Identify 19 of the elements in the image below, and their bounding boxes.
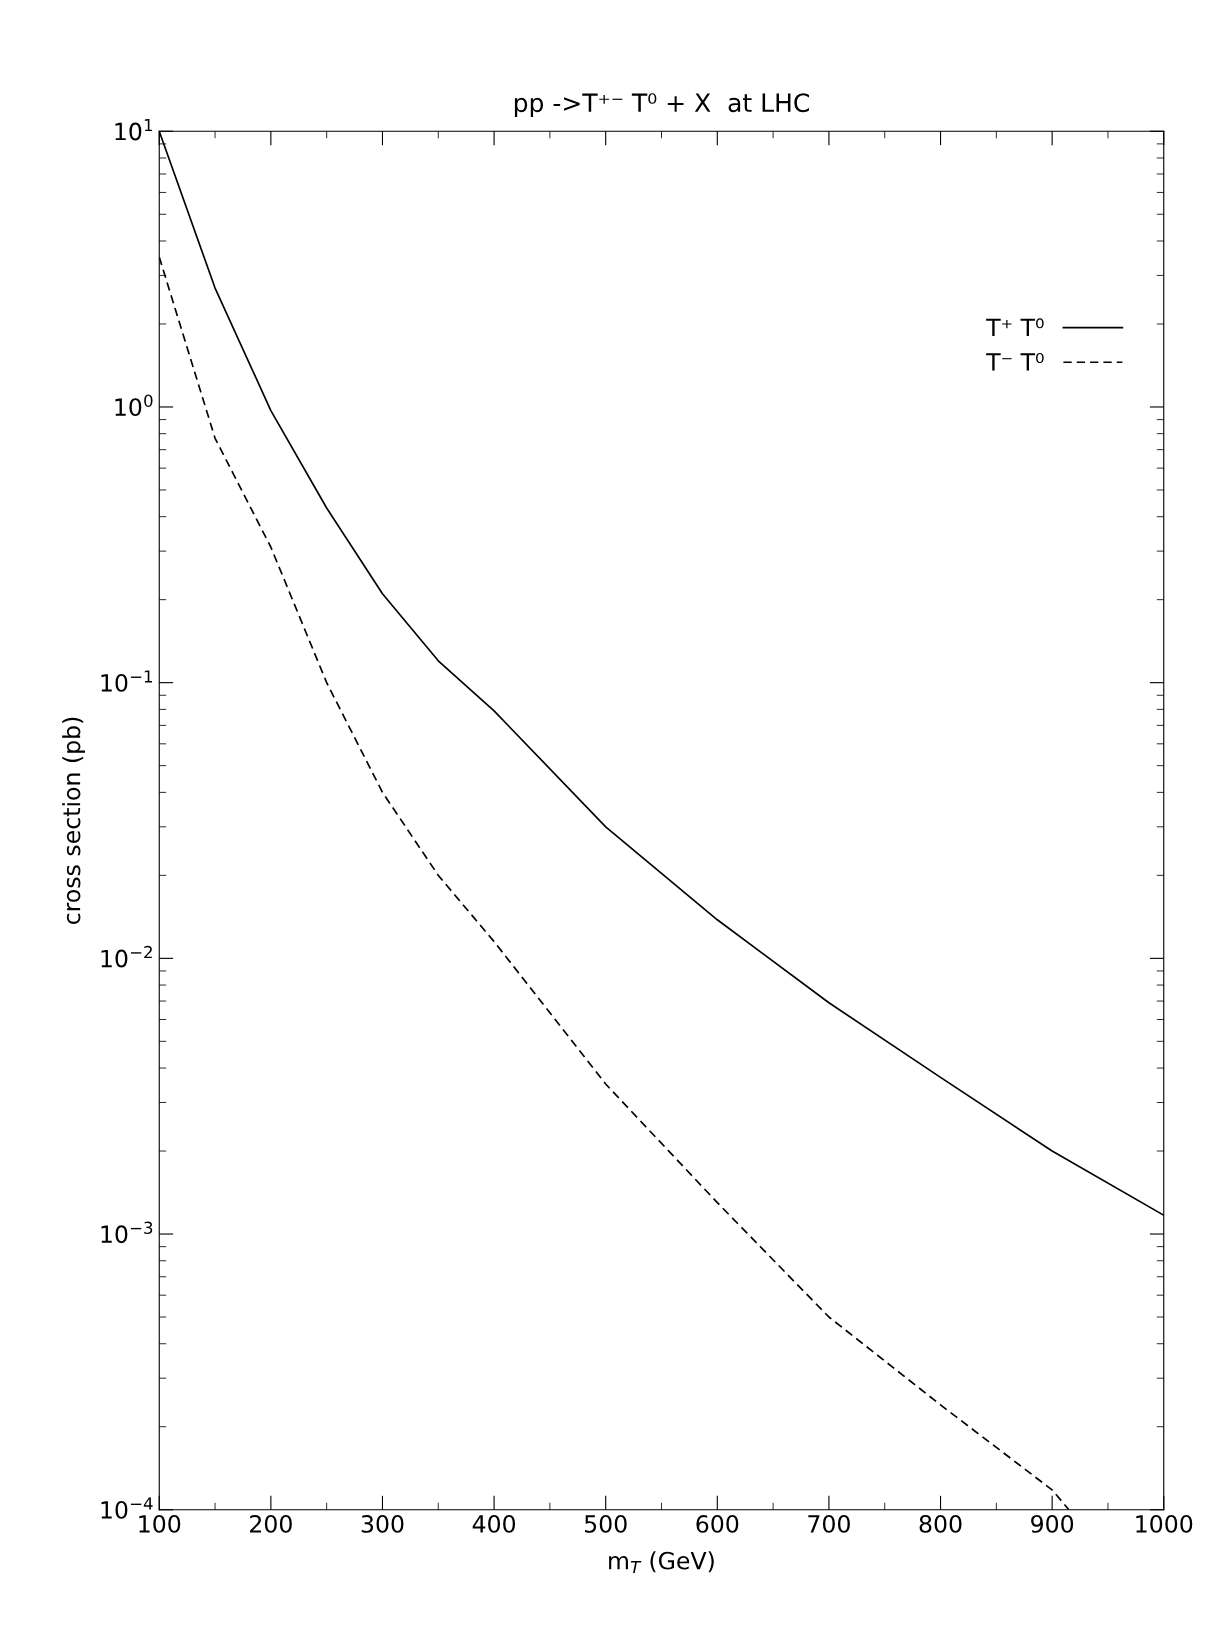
- x-tick-label: 700: [808, 1515, 850, 1533]
- x-tick-label: 1000: [1136, 1515, 1193, 1533]
- y-tick-label: 10$^{−2}$: [101, 945, 152, 968]
- x-tick-label: 200: [250, 1515, 292, 1533]
- y-axis-title: cross section (pb): [62, 717, 86, 925]
- x-tick-label: 400: [472, 1515, 516, 1533]
- y-tick-label: 10$^{1}$: [115, 119, 153, 141]
- x-tick-label: 500: [584, 1515, 627, 1533]
- y-tick-label: 10$^{−1}$: [101, 670, 153, 692]
- y-tick-label: 10$^{0}$: [115, 394, 153, 417]
- chart-title: pp ->T⁺⁻ T⁰ + X at LHC: [514, 93, 809, 118]
- legend-label: T⁺ T⁰: [986, 318, 1044, 336]
- x-tick-label: 800: [919, 1515, 962, 1533]
- x-axis-title: m$_{T}$ (GeV): [609, 1551, 714, 1574]
- x-tick-label: 900: [1031, 1515, 1074, 1533]
- x-tick-label: 600: [696, 1515, 739, 1533]
- x-tick-label: 300: [361, 1515, 404, 1533]
- y-tick-label: 10$^{−3}$: [101, 1221, 153, 1244]
- legend-label: T⁻ T⁰: [986, 353, 1044, 371]
